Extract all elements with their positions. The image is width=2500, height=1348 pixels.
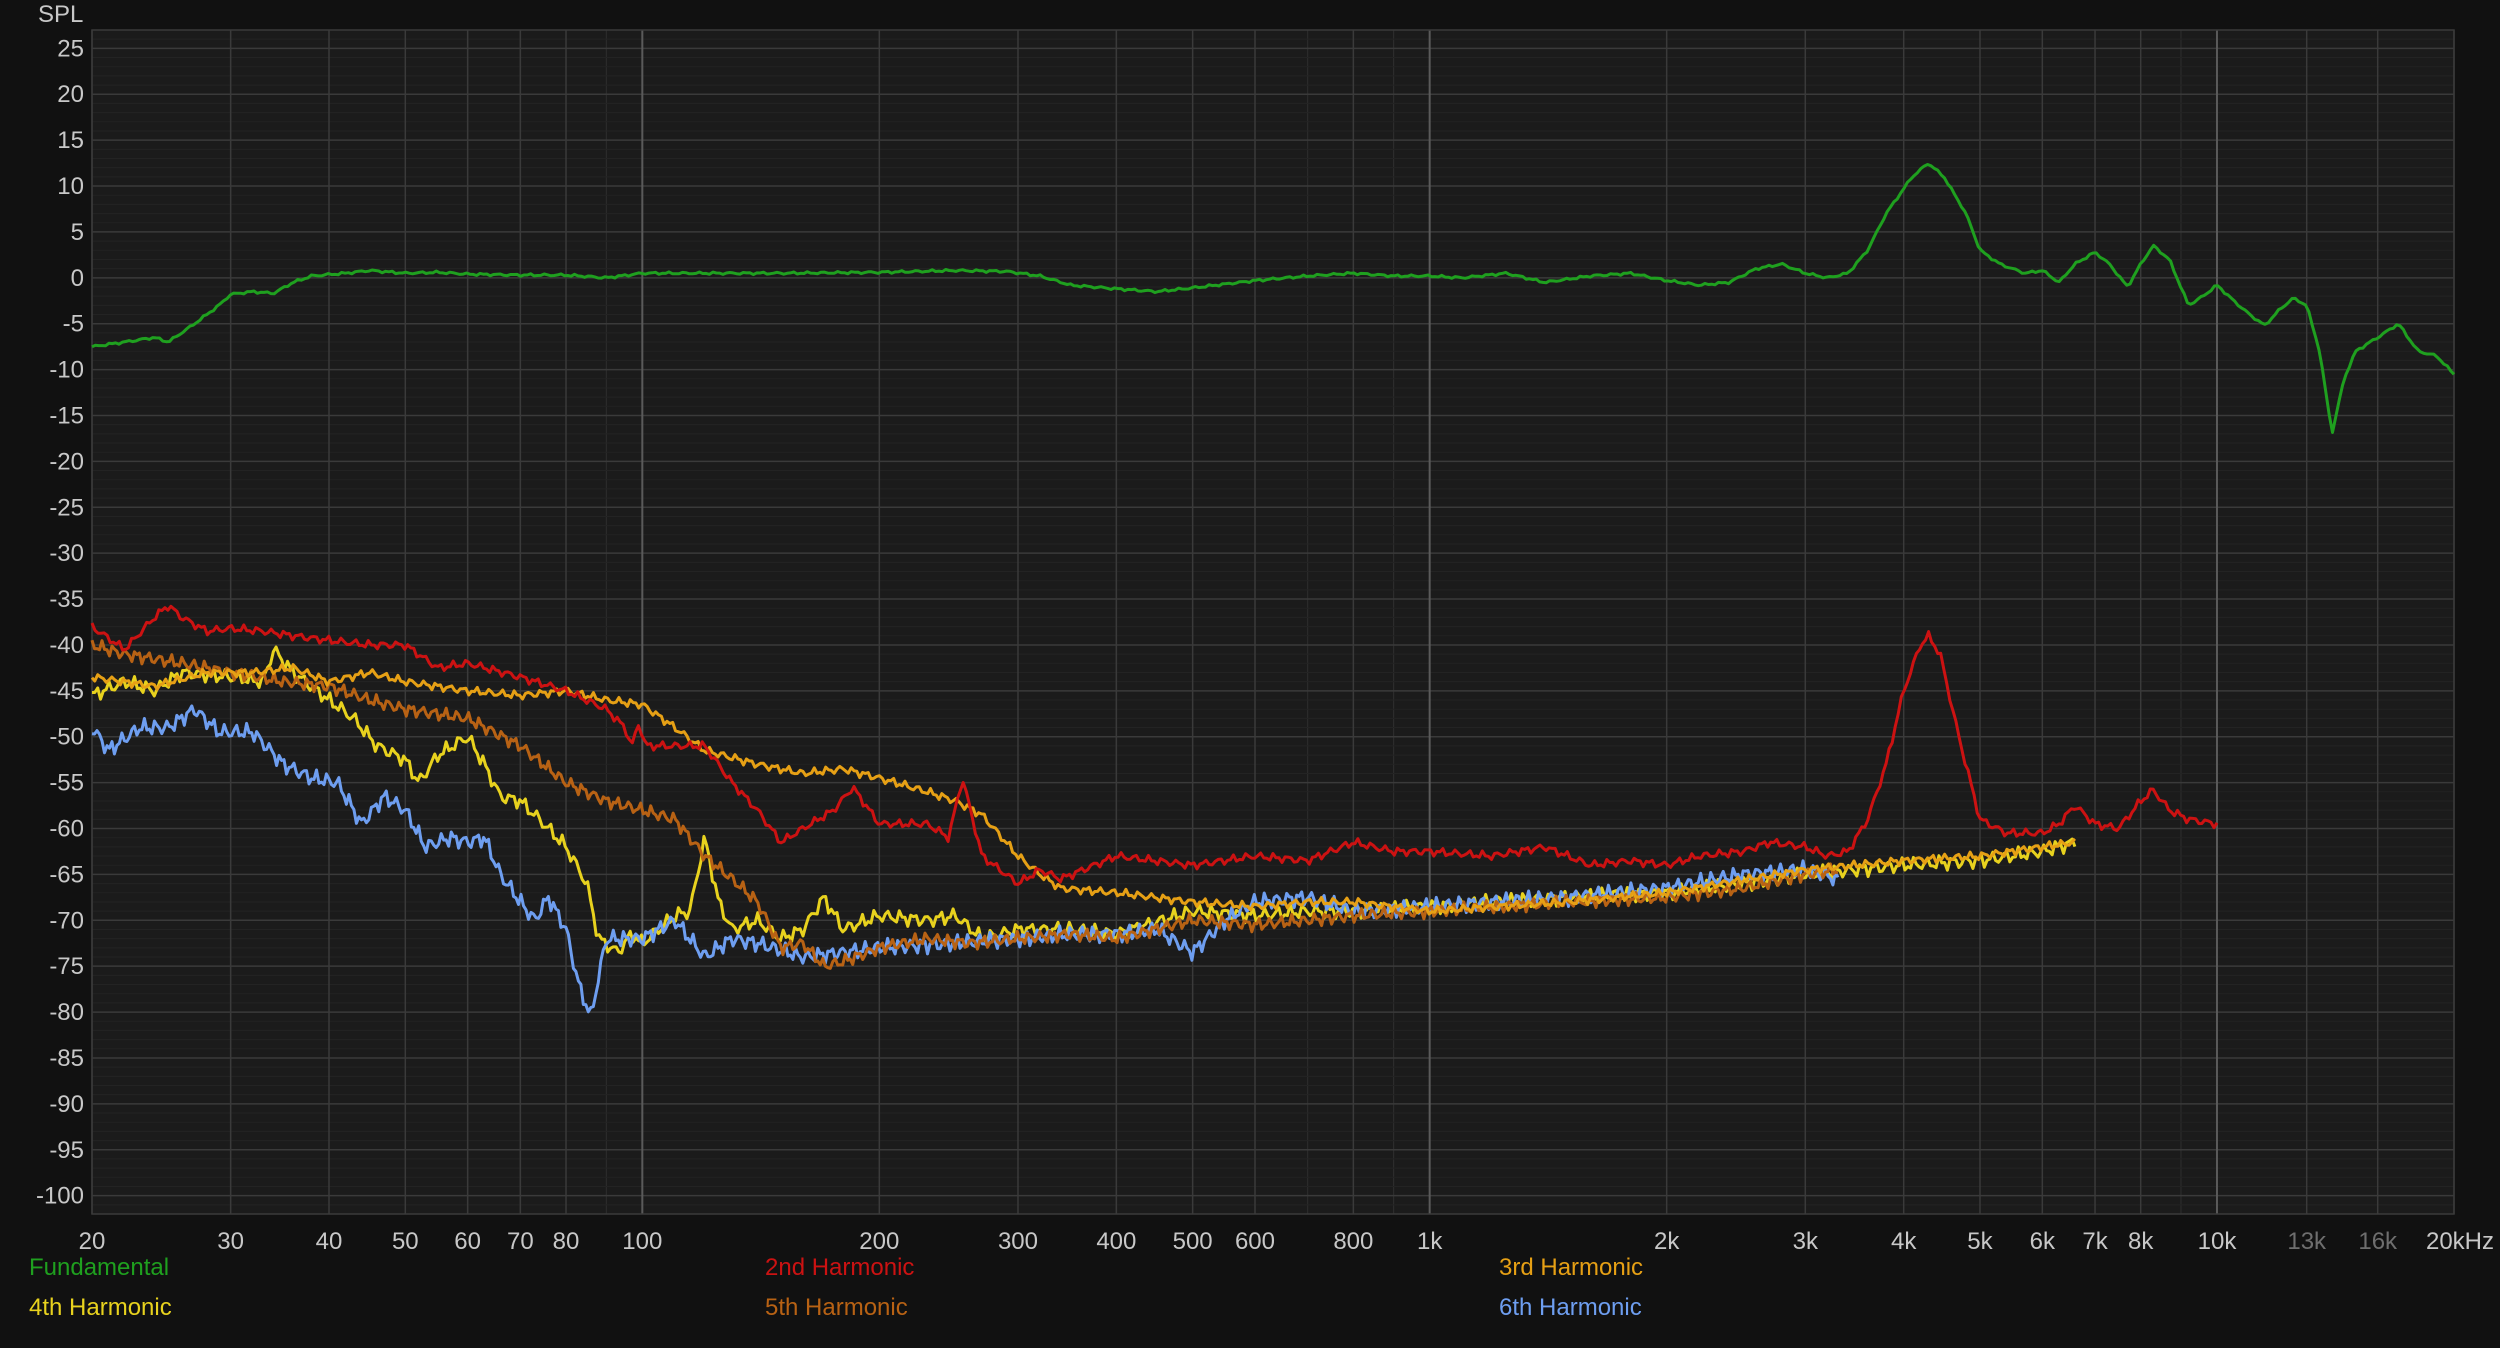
- x-tick-label: 60: [454, 1228, 481, 1255]
- x-tick-label: 20: [79, 1228, 106, 1255]
- y-tick-label: -60: [49, 816, 84, 843]
- y-tick-label: 0: [71, 265, 84, 292]
- x-tick-label: 8k: [2128, 1228, 2154, 1255]
- legend-item-2nd-harmonic[interactable]: 2nd Harmonic: [765, 1254, 915, 1281]
- x-tick-label: 7k: [2082, 1228, 2108, 1255]
- y-tick-label: 10: [57, 173, 84, 200]
- legend-item-5th-harmonic[interactable]: 5th Harmonic: [765, 1294, 908, 1321]
- y-tick-label: -15: [49, 402, 84, 429]
- x-tick-label: 100: [622, 1228, 662, 1255]
- y-tick-label: -35: [49, 586, 84, 613]
- y-tick-label: -30: [49, 540, 84, 567]
- x-tick-label: 70: [507, 1228, 534, 1255]
- x-tick-label: 50: [392, 1228, 419, 1255]
- y-tick-labels: 25 20 15 10 5 0 -5 -10 -15 -20 -25 -30 -35 -40 -45 -50 -…: [36, 35, 84, 1209]
- x-tick-label: 16k: [2358, 1228, 2398, 1255]
- series-line-3rd-harmonic: [90, 663, 2076, 916]
- y-tick-label: -10: [49, 357, 84, 384]
- x-tick-label: 6k: [2030, 1228, 2056, 1255]
- y-tick-label: 15: [57, 127, 84, 154]
- series-line-4th-harmonic: [92, 645, 2077, 955]
- plot-border: [91, 29, 2455, 1215]
- y-tick-label: -50: [49, 724, 84, 751]
- y-tick-label: 20: [57, 81, 84, 108]
- x-tick-label: 13k: [2287, 1228, 2327, 1255]
- plot-area: [92, 30, 2454, 1214]
- x-tick-label: 600: [1235, 1228, 1275, 1255]
- x-tick-label: 40: [316, 1228, 343, 1255]
- y-tick-label: -20: [49, 448, 84, 475]
- x-tick-label: 5k: [1967, 1228, 1993, 1255]
- y-tick-label: -85: [49, 1045, 84, 1072]
- series-line-2nd-harmonic: [90, 604, 2219, 886]
- x-tick-label: 4k: [1891, 1228, 1917, 1255]
- x-tick-label: 800: [1333, 1228, 1373, 1255]
- x-tick-label: 200: [859, 1228, 899, 1255]
- legend-item-6th-harmonic[interactable]: 6th Harmonic: [1499, 1294, 1642, 1321]
- y-tick-label: 25: [57, 35, 84, 62]
- x-tick-label: 1k: [1417, 1228, 1443, 1255]
- y-tick-label: 5: [71, 219, 84, 246]
- series-layer: [90, 163, 2456, 1014]
- x-tick-label: 20kHz: [2426, 1228, 2494, 1255]
- x-tick-label: 500: [1173, 1228, 1213, 1255]
- y-tick-label: -90: [49, 1091, 84, 1118]
- y-tick-label: -55: [49, 770, 84, 797]
- y-tick-label: -25: [49, 494, 84, 521]
- legend-item-3rd-harmonic[interactable]: 3rd Harmonic: [1499, 1254, 1644, 1281]
- x-tick-label: 30: [217, 1228, 244, 1255]
- y-tick-label: -70: [49, 907, 84, 934]
- legend-item-4th-harmonic[interactable]: 4th Harmonic: [29, 1294, 172, 1321]
- y-axis-title: SPL: [38, 1, 83, 28]
- legend-item-fundamental[interactable]: Fundamental: [29, 1254, 170, 1281]
- x-tick-label: 400: [1096, 1228, 1136, 1255]
- y-tick-label: -5: [63, 311, 84, 338]
- x-tick-label: 10k: [2198, 1228, 2238, 1255]
- x-tick-label: 3k: [1793, 1228, 1819, 1255]
- y-tick-label: -100: [36, 1183, 84, 1210]
- y-tick-label: -75: [49, 953, 84, 980]
- x-tick-label: 80: [553, 1228, 580, 1255]
- x-tick-label: 2k: [1654, 1228, 1680, 1255]
- y-tick-label: -45: [49, 678, 84, 705]
- series-line-fundamental: [91, 163, 2456, 434]
- y-tick-label: -80: [49, 999, 84, 1026]
- y-tick-label: -65: [49, 861, 84, 888]
- x-tick-labels: 20 30 40 50 60 70 80 100 200 300 400 500 600 800 1k 2k 3…: [79, 1228, 2494, 1255]
- x-tick-label: 300: [998, 1228, 1038, 1255]
- y-tick-label: -95: [49, 1137, 84, 1164]
- y-tick-label: -40: [49, 632, 84, 659]
